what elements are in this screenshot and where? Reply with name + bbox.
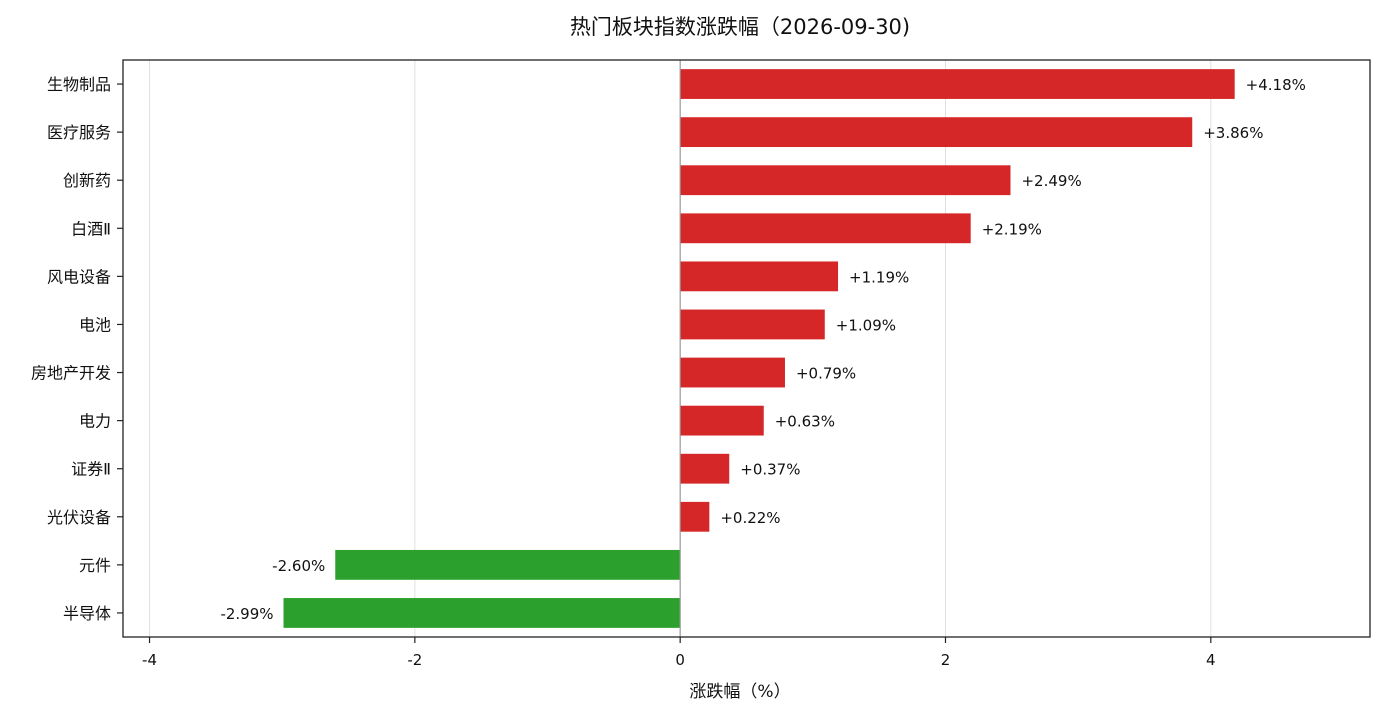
category-label: 生物制品	[47, 75, 111, 94]
data-label: +0.37%	[740, 461, 800, 479]
category-label: 房地产开发	[31, 364, 111, 383]
bar	[680, 405, 764, 436]
category-label: 元件	[79, 556, 111, 575]
data-label: +1.19%	[849, 268, 909, 286]
data-label: +0.22%	[720, 509, 780, 527]
grid-lines	[149, 60, 1212, 637]
data-label: +2.19%	[982, 220, 1042, 238]
category-label: 电力	[79, 412, 111, 431]
data-label: +3.86%	[1203, 124, 1263, 142]
category-label: 光伏设备	[47, 508, 111, 527]
data-label: +2.49%	[1021, 172, 1081, 190]
bar	[283, 598, 681, 628]
bar	[680, 261, 839, 292]
x-tick-label: -4	[142, 651, 157, 669]
x-axis-ticks: -4 -2 0 2 4	[142, 637, 1216, 669]
bar	[680, 117, 1193, 148]
bar	[680, 309, 825, 340]
x-tick-label: 0	[675, 651, 685, 669]
bar	[680, 165, 1011, 196]
data-label: +4.18%	[1246, 76, 1306, 94]
bar	[680, 501, 710, 532]
data-label: +0.79%	[796, 365, 856, 383]
bar	[680, 69, 1235, 99]
category-label: 白酒Ⅱ	[71, 219, 111, 238]
x-tick-label: -2	[407, 651, 422, 669]
plot-frame	[122, 59, 1371, 638]
category-label: 证券Ⅱ	[71, 460, 111, 479]
bar	[680, 357, 785, 388]
x-tick-label: 4	[1206, 651, 1216, 669]
category-label: 医疗服务	[47, 123, 111, 142]
x-axis-label: 涨跌幅（%）	[689, 682, 790, 702]
data-label: +1.09%	[836, 316, 896, 334]
x-tick-label: 2	[941, 651, 951, 669]
data-label: -2.99%	[220, 605, 273, 623]
category-label: 创新药	[63, 171, 111, 190]
category-label: 电池	[79, 315, 111, 334]
data-label: -2.60%	[272, 557, 325, 575]
data-label: +0.63%	[775, 413, 835, 431]
bar	[680, 213, 971, 244]
bar	[680, 453, 730, 484]
data-labels: +4.18% +3.86% +2.49% +2.19% +1.19% +1.09% +0.7…	[220, 76, 1305, 623]
bar	[335, 549, 681, 580]
category-label: 风电设备	[47, 267, 111, 286]
chart-title: 热门板块指数涨跌幅（2026-09-30)	[570, 15, 910, 39]
bars	[283, 69, 1235, 628]
category-label: 半导体	[63, 604, 111, 623]
